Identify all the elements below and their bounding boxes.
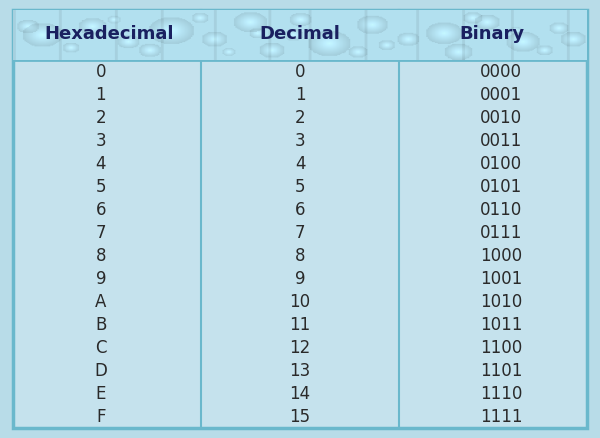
Text: 2: 2 — [95, 109, 106, 127]
Text: 1011: 1011 — [480, 316, 522, 334]
Text: 4: 4 — [295, 155, 305, 173]
Text: D: D — [94, 362, 107, 380]
Text: 0001: 0001 — [480, 85, 522, 103]
Text: 0010: 0010 — [480, 109, 522, 127]
Text: 1110: 1110 — [480, 385, 522, 403]
Text: 10: 10 — [289, 293, 311, 311]
Text: F: F — [96, 408, 106, 426]
Text: 12: 12 — [289, 339, 311, 357]
Text: 15: 15 — [289, 408, 311, 426]
Text: 9: 9 — [295, 270, 305, 288]
Text: 2: 2 — [295, 109, 305, 127]
Text: 13: 13 — [289, 362, 311, 380]
Text: 0101: 0101 — [480, 178, 522, 196]
Text: 0110: 0110 — [480, 201, 522, 219]
Text: 8: 8 — [295, 247, 305, 265]
Text: 1111: 1111 — [480, 408, 522, 426]
Text: 5: 5 — [95, 178, 106, 196]
Text: 6: 6 — [95, 201, 106, 219]
Text: 1: 1 — [95, 85, 106, 103]
Text: 0100: 0100 — [480, 155, 522, 173]
Text: 0: 0 — [295, 63, 305, 81]
Bar — [13, 60, 587, 428]
Text: 11: 11 — [289, 316, 311, 334]
Text: 0: 0 — [95, 63, 106, 81]
Text: 1: 1 — [295, 85, 305, 103]
Text: E: E — [95, 385, 106, 403]
Text: 0011: 0011 — [480, 131, 522, 150]
Text: 3: 3 — [295, 131, 305, 150]
Text: 6: 6 — [295, 201, 305, 219]
Text: 9: 9 — [95, 270, 106, 288]
Text: 7: 7 — [295, 224, 305, 242]
Text: 7: 7 — [95, 224, 106, 242]
Text: 0111: 0111 — [480, 224, 522, 242]
Text: 1010: 1010 — [480, 293, 522, 311]
Text: A: A — [95, 293, 106, 311]
Text: 4: 4 — [95, 155, 106, 173]
Text: Hexadecimal: Hexadecimal — [45, 25, 175, 43]
Text: 5: 5 — [295, 178, 305, 196]
Text: 14: 14 — [289, 385, 311, 403]
Text: 3: 3 — [95, 131, 106, 150]
Text: 8: 8 — [95, 247, 106, 265]
Text: 1000: 1000 — [480, 247, 522, 265]
Text: 0000: 0000 — [480, 63, 522, 81]
Text: C: C — [95, 339, 107, 357]
Text: 1100: 1100 — [480, 339, 522, 357]
Text: 1001: 1001 — [480, 270, 522, 288]
Text: Binary: Binary — [460, 25, 525, 43]
Text: B: B — [95, 316, 106, 334]
Text: 1101: 1101 — [480, 362, 522, 380]
Text: Decimal: Decimal — [260, 25, 340, 43]
